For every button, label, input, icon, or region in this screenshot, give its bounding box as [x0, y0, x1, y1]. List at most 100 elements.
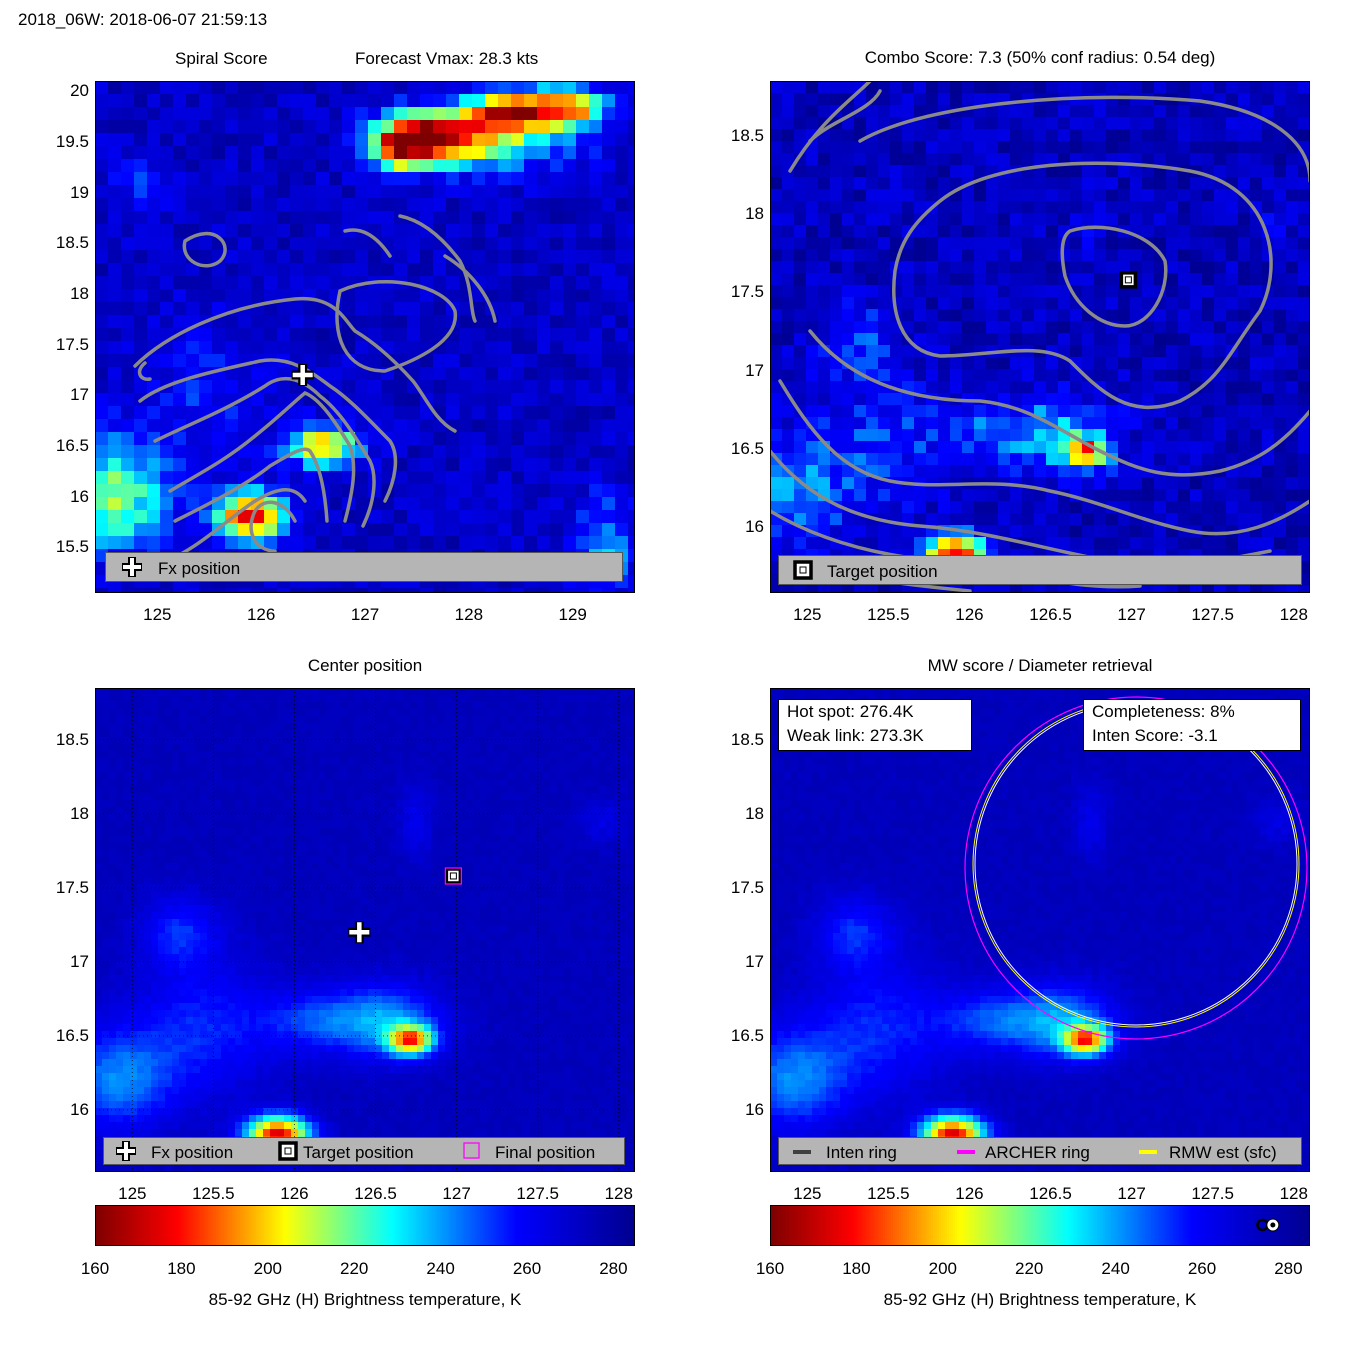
heatmap-cell	[1190, 141, 1203, 154]
heatmap-cell	[537, 302, 551, 316]
heatmap-cell	[537, 237, 551, 251]
heatmap-cell	[628, 120, 635, 134]
heatmap-cell	[794, 93, 807, 106]
heatmap-cell	[199, 120, 213, 134]
heatmap-cell	[628, 471, 635, 485]
heatmap-cell	[342, 159, 356, 173]
heatmap-cell	[264, 367, 278, 381]
heatmap-cell	[1262, 81, 1275, 94]
heatmap-cell	[1274, 165, 1287, 178]
heatmap-cell	[537, 354, 551, 368]
heatmap-cell	[95, 393, 109, 407]
heatmap-cell	[212, 185, 226, 199]
heatmap-cell	[537, 536, 551, 550]
heatmap-cell	[498, 159, 512, 173]
heatmap-cell	[485, 172, 499, 186]
heatmap-cell	[290, 94, 304, 108]
heatmap-cell	[615, 263, 629, 277]
heatmap-cell	[342, 172, 356, 186]
heatmap-cell	[498, 315, 512, 329]
heatmap-cell	[615, 302, 629, 316]
heatmap-cell	[890, 189, 903, 202]
heatmap-cell	[1274, 225, 1287, 238]
heatmap-cell	[160, 302, 174, 316]
heatmap-cell	[950, 153, 963, 166]
heatmap-cell	[316, 250, 330, 264]
heatmap-cell	[550, 328, 564, 342]
heatmap-cell	[524, 198, 538, 212]
heatmap-cell	[770, 129, 783, 142]
heatmap-cell	[238, 380, 252, 394]
heatmap-cell	[186, 393, 200, 407]
heatmap-cell	[251, 276, 265, 290]
heatmap-cell	[926, 261, 939, 274]
heatmap-cell	[212, 445, 226, 459]
heatmap-cell	[1238, 117, 1251, 130]
heatmap-cell	[472, 81, 486, 95]
heatmap-cell	[818, 213, 831, 226]
heatmap-cell	[264, 198, 278, 212]
heatmap-cell	[818, 153, 831, 166]
heatmap-cell	[1154, 225, 1167, 238]
heatmap-cell	[264, 146, 278, 160]
heatmap-cell	[368, 445, 382, 459]
heatmap-cell	[134, 380, 148, 394]
heatmap-cell	[511, 172, 525, 186]
heatmap-cell	[1046, 177, 1059, 190]
heatmap-cell	[329, 588, 343, 593]
heatmap-cell	[251, 81, 265, 95]
heatmap-cell	[446, 393, 460, 407]
combo-map	[770, 81, 1310, 593]
heatmap-cell	[576, 354, 590, 368]
heatmap-cell	[1106, 81, 1119, 94]
heatmap-cell	[628, 562, 635, 576]
heatmap-cell	[1046, 141, 1059, 154]
heatmap-cell	[433, 315, 447, 329]
heatmap-cell	[1166, 141, 1179, 154]
heatmap-cell	[782, 273, 795, 286]
heatmap-cell	[355, 263, 369, 277]
heatmap-cell	[1238, 177, 1251, 190]
heatmap-cell	[830, 213, 843, 226]
heatmap-cell	[407, 107, 421, 121]
heatmap-cell	[355, 315, 369, 329]
heatmap-cell	[316, 419, 330, 433]
heatmap-cell	[589, 380, 603, 394]
heatmap-cell	[485, 328, 499, 342]
heatmap-cell	[615, 315, 629, 329]
heatmap-cell	[537, 94, 551, 108]
heatmap-cell	[498, 484, 512, 498]
heatmap-cell	[290, 302, 304, 316]
heatmap-cell	[914, 225, 927, 238]
heatmap-cell	[1286, 189, 1299, 202]
heatmap-cell	[1214, 129, 1227, 142]
heatmap-cell	[277, 94, 291, 108]
heatmap-cell	[433, 380, 447, 394]
heatmap-cell	[1202, 81, 1215, 94]
heatmap-cell	[121, 380, 135, 394]
heatmap-cell	[628, 289, 635, 303]
heatmap-cell	[238, 523, 252, 537]
heatmap-cell	[186, 588, 200, 593]
heatmap-cell	[602, 263, 616, 277]
heatmap-cell	[173, 159, 187, 173]
heatmap-cell	[225, 419, 239, 433]
heatmap-cell	[95, 302, 109, 316]
heatmap-cell	[914, 273, 927, 286]
heatmap-cell	[1070, 81, 1083, 94]
heatmap-cell	[563, 146, 577, 160]
heatmap-cell	[121, 471, 135, 485]
heatmap-cell	[420, 419, 434, 433]
heatmap-cell	[1298, 117, 1310, 130]
heatmap-cell	[1238, 165, 1251, 178]
heatmap-cell	[830, 129, 843, 142]
heatmap-cell	[95, 406, 109, 420]
heatmap-cell	[537, 250, 551, 264]
heatmap-cell	[472, 159, 486, 173]
heatmap-cell	[914, 93, 927, 106]
heatmap-cell	[95, 510, 109, 524]
heatmap-cell	[950, 177, 963, 190]
heatmap-cell	[368, 120, 382, 134]
heatmap-cell	[342, 107, 356, 121]
heatmap-cell	[420, 107, 434, 121]
